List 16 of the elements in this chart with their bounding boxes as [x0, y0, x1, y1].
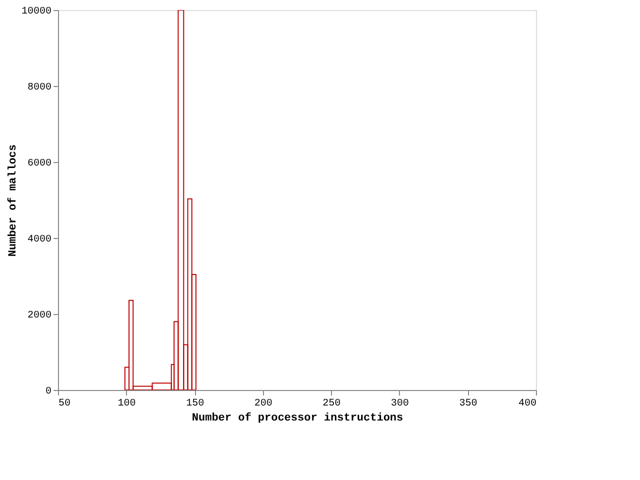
- x-tick-label: 400: [518, 398, 536, 410]
- y-tick-label: 6000: [27, 158, 52, 170]
- y-axis-title: Number of mallocs: [6, 144, 20, 257]
- y-tick-label: 10000: [21, 6, 52, 18]
- y-tick-label: 4000: [27, 234, 52, 246]
- x-tick-label: 150: [186, 398, 204, 410]
- x-axis-title: Number of processor instructions: [192, 412, 404, 424]
- y-tick-label: 8000: [27, 82, 52, 94]
- x-tick-label: 350: [459, 398, 478, 410]
- x-tick-label: 100: [118, 398, 136, 410]
- x-tick-label: 300: [390, 398, 409, 410]
- x-tick-label: 250: [322, 398, 341, 410]
- x-tick-label: 50: [58, 398, 71, 410]
- x-tick-label: 200: [254, 398, 272, 410]
- y-tick-label: 2000: [27, 310, 52, 322]
- y-tick-label: 0: [45, 386, 52, 398]
